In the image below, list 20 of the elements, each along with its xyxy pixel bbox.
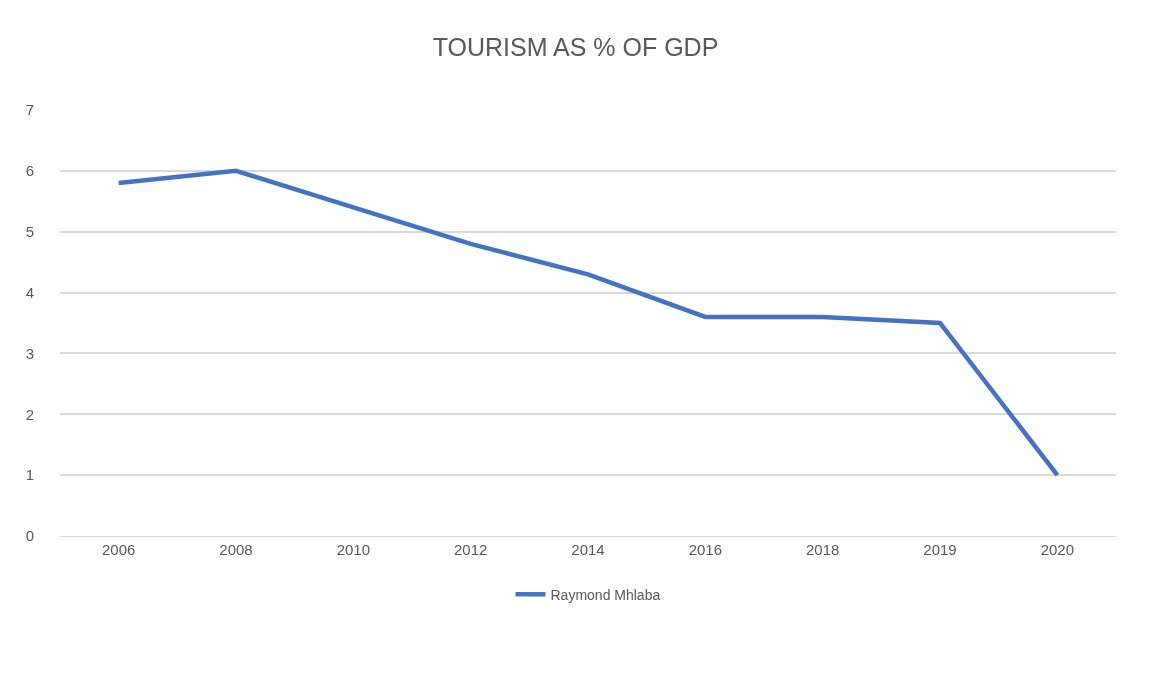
x-tick-label: 2018 (805, 541, 840, 558)
x-tick-label: 2016 (688, 541, 723, 558)
y-tick-label: 0 (25, 527, 34, 545)
y-tick-label: 4 (25, 283, 34, 301)
x-tick-label: 2010 (336, 541, 371, 558)
line-series (116, 168, 1060, 478)
x-tick-label: 2014 (571, 541, 605, 558)
x-tick-label: 2006 (101, 541, 136, 558)
y-tick-label: 5 (25, 222, 34, 240)
y-tick-label: 7 (25, 101, 34, 119)
y-tick-label: 6 (25, 162, 34, 180)
y-tick-label: 2 (25, 405, 34, 423)
legend-label: Raymond Mhlaba (550, 586, 661, 603)
x-tick-label: 2008 (219, 541, 253, 558)
x-tick-label: 2019 (923, 541, 957, 558)
y-tick-label: 3 (25, 344, 34, 362)
x-tick-label: 2020 (1040, 541, 1075, 558)
y-tick-label: 1 (25, 466, 34, 484)
chart-title: TOURISM AS % OF GDP (432, 33, 719, 62)
x-tick-label: 2012 (453, 541, 488, 558)
